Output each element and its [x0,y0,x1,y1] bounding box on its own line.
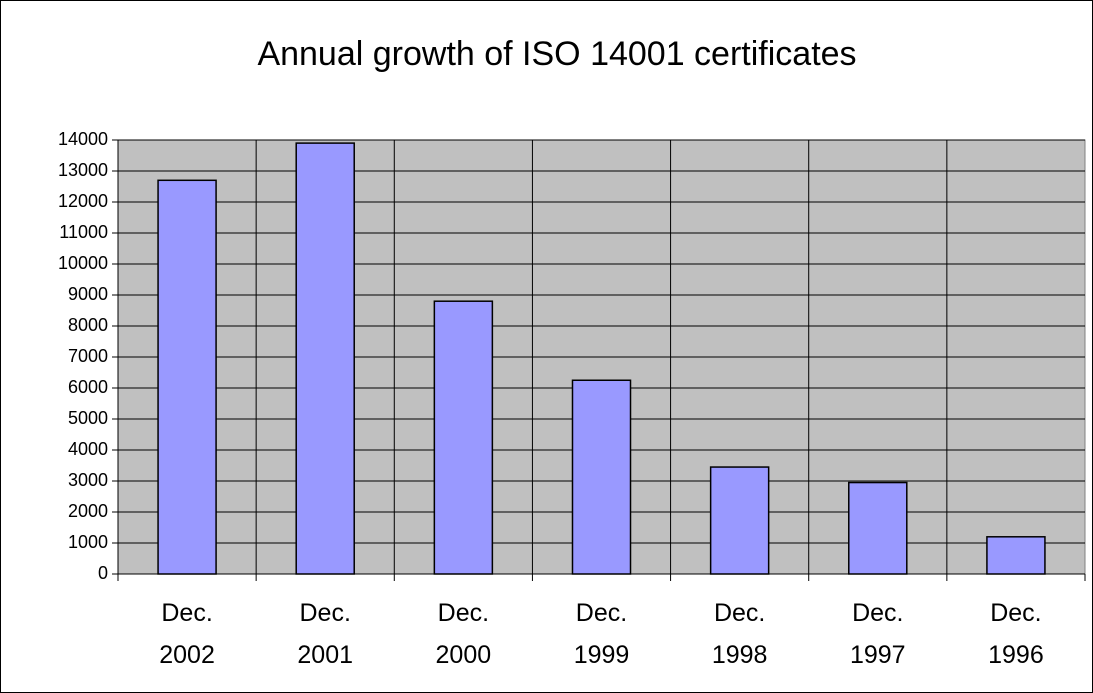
y-tick-label: 10000 [58,253,108,273]
x-tick-label: Dec. 2002 [159,599,215,669]
x-tick-label: Dec. 2001 [297,599,354,669]
y-tick-label: 0 [98,563,108,583]
x-tick-label: Dec. 1996 [988,599,1044,669]
bar [848,481,908,575]
y-tick-label: 13000 [58,160,108,180]
y-tick-label: 11000 [59,222,108,242]
bar [295,142,355,575]
x-tick-label: Dec. 1999 [573,599,630,669]
bar [157,179,217,575]
y-tick-label: 5000 [68,408,108,428]
y-tick-label: 6000 [68,377,108,397]
x-tick-label: Dec. 2000 [435,599,492,669]
y-tick-label: 8000 [68,315,108,335]
bar [571,379,632,575]
y-tick-label: 3000 [68,470,108,490]
bar [433,300,494,575]
y-tick-label: 7000 [68,346,108,366]
y-tick-label: 14000 [58,129,108,149]
y-tick-label: 1000 [68,532,108,552]
y-tick-label: 2000 [68,501,108,521]
chart-title: Annual growth of ISO 14001 certificates [257,35,856,73]
y-tick-label: 12000 [58,191,108,211]
bar [709,466,770,575]
bar [986,536,1046,575]
y-tick-label: 9000 [68,284,108,304]
x-tick-label: Dec. 1997 [849,599,906,669]
x-tick-label: Dec. 1998 [711,599,768,669]
y-tick-label: 4000 [68,439,108,459]
